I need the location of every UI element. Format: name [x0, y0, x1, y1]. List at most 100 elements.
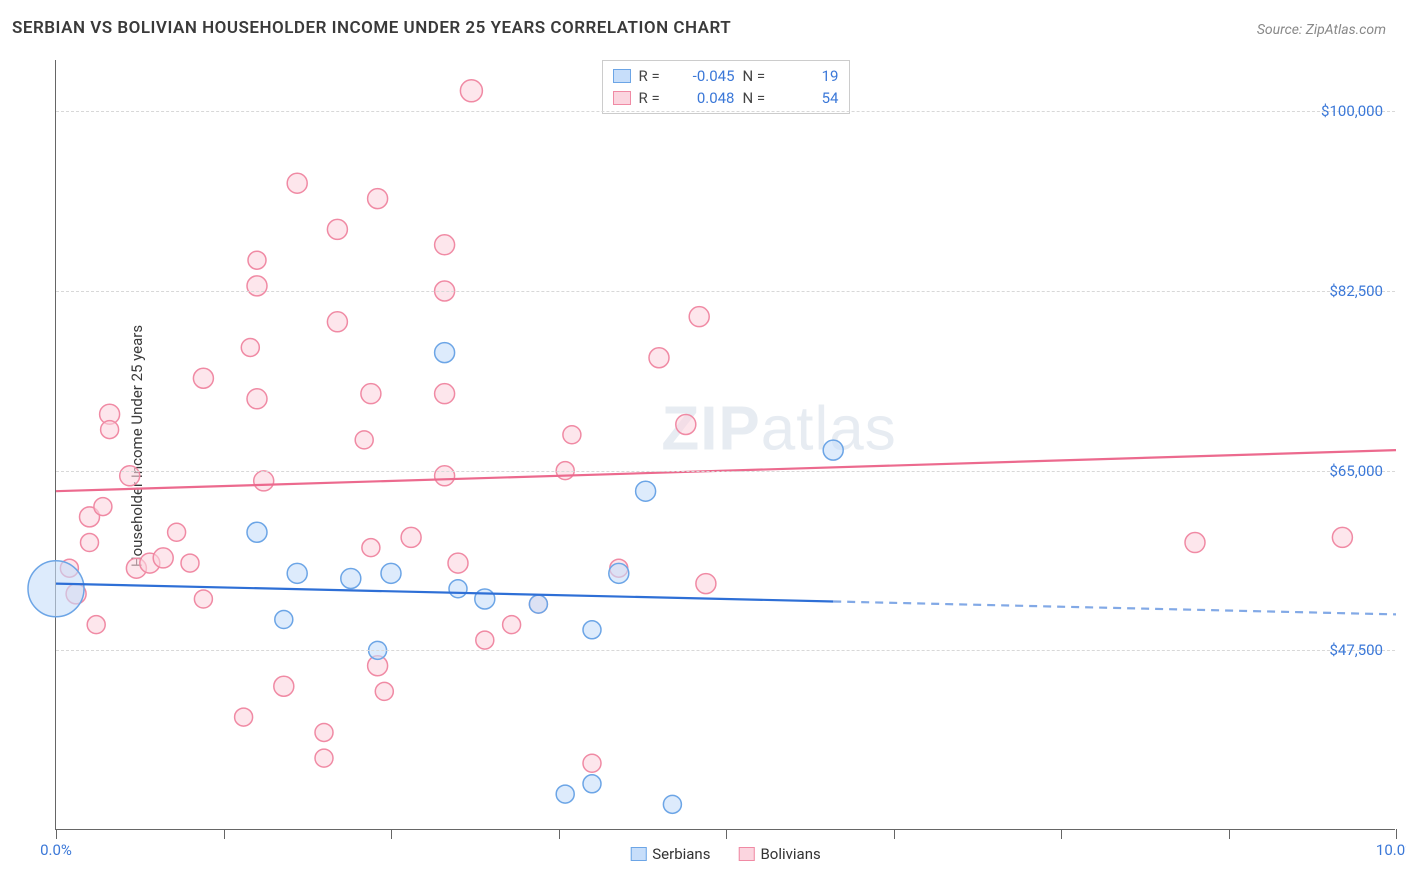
n-value-serbians: 19	[781, 67, 839, 85]
scatter-point-bolivians	[435, 384, 455, 404]
scatter-point-bolivians	[87, 616, 105, 634]
legend-stats-row-bolivians: R = 0.048 N = 54	[613, 87, 839, 109]
scatter-point-bolivians	[168, 523, 186, 541]
swatch-bolivians	[738, 847, 754, 861]
scatter-point-bolivians	[696, 574, 716, 594]
n-value-bolivians: 54	[781, 89, 839, 107]
x-tick	[224, 829, 225, 839]
scatter-point-bolivians	[583, 754, 601, 772]
scatter-point-serbians	[435, 343, 455, 363]
scatter-point-serbians	[556, 785, 574, 803]
x-tick-label: 0.0%	[40, 841, 72, 859]
scatter-point-serbians	[341, 568, 361, 588]
scatter-point-bolivians	[435, 466, 455, 486]
plot-area: ZIPatlas R = -0.045 N = 19 R = 0.048 N =…	[55, 60, 1395, 830]
trend-line-serbians	[56, 584, 833, 602]
scatter-point-bolivians	[361, 384, 381, 404]
r-value-serbians: -0.045	[677, 67, 735, 85]
scatter-point-bolivians	[476, 631, 494, 649]
scatter-point-bolivians	[193, 368, 213, 388]
scatter-point-bolivians	[649, 348, 669, 368]
swatch-serbians	[613, 69, 631, 83]
legend-stats: R = -0.045 N = 19 R = 0.048 N = 54	[602, 60, 850, 114]
scatter-point-bolivians	[401, 527, 421, 547]
scatter-point-bolivians	[94, 498, 112, 516]
trend-line-extrapolated-serbians	[833, 601, 1396, 614]
legend-series: Serbians Bolivians	[630, 845, 821, 863]
x-tick-label: 10.0%	[1376, 841, 1406, 859]
scatter-point-bolivians	[1185, 533, 1205, 553]
scatter-point-serbians	[529, 595, 547, 613]
scatter-point-bolivians	[563, 426, 581, 444]
y-tick-label: $82,500	[1329, 282, 1383, 300]
plot-svg	[56, 60, 1395, 829]
scatter-point-bolivians	[362, 539, 380, 557]
n-label: N =	[743, 89, 773, 107]
x-tick	[726, 829, 727, 839]
scatter-point-serbians	[663, 795, 681, 813]
legend-item-serbians: Serbians	[630, 845, 710, 863]
scatter-point-serbians	[609, 563, 629, 583]
scatter-point-bolivians	[81, 534, 99, 552]
x-tick	[894, 829, 895, 839]
grid-line	[56, 111, 1395, 112]
scatter-point-bolivians	[375, 682, 393, 700]
grid-line	[56, 471, 1395, 472]
scatter-point-bolivians	[248, 251, 266, 269]
scatter-point-bolivians	[287, 173, 307, 193]
grid-line	[56, 291, 1395, 292]
scatter-point-bolivians	[194, 590, 212, 608]
y-tick-label: $100,000	[1321, 102, 1383, 120]
chart-container: SERBIAN VS BOLIVIAN HOUSEHOLDER INCOME U…	[0, 0, 1406, 892]
x-tick	[559, 829, 560, 839]
scatter-point-bolivians	[448, 553, 468, 573]
scatter-point-bolivians	[689, 307, 709, 327]
scatter-point-bolivians	[235, 708, 253, 726]
scatter-point-bolivians	[274, 676, 294, 696]
scatter-point-serbians	[28, 561, 84, 617]
grid-line	[56, 650, 1395, 651]
scatter-point-serbians	[583, 621, 601, 639]
legend-item-bolivians: Bolivians	[738, 845, 820, 863]
swatch-serbians	[630, 847, 646, 861]
legend-stats-row-serbians: R = -0.045 N = 19	[613, 65, 839, 87]
scatter-point-bolivians	[181, 554, 199, 572]
y-tick-label: $65,000	[1329, 462, 1383, 480]
scatter-point-bolivians	[153, 548, 173, 568]
scatter-point-bolivians	[1332, 527, 1352, 547]
scatter-point-bolivians	[241, 338, 259, 356]
scatter-point-serbians	[449, 580, 467, 598]
legend-label-serbians: Serbians	[652, 845, 710, 863]
scatter-point-serbians	[823, 440, 843, 460]
y-tick-label: $47,500	[1329, 641, 1383, 659]
x-tick	[391, 829, 392, 839]
scatter-point-serbians	[247, 522, 267, 542]
scatter-point-serbians	[475, 589, 495, 609]
scatter-point-bolivians	[368, 189, 388, 209]
source-attribution: Source: ZipAtlas.com	[1257, 22, 1386, 38]
x-tick	[1396, 829, 1397, 839]
r-label: R =	[639, 67, 669, 85]
scatter-point-bolivians	[247, 276, 267, 296]
scatter-point-bolivians	[327, 219, 347, 239]
legend-label-bolivians: Bolivians	[760, 845, 820, 863]
chart-title: SERBIAN VS BOLIVIAN HOUSEHOLDER INCOME U…	[12, 18, 731, 38]
x-tick	[1061, 829, 1062, 839]
scatter-point-bolivians	[254, 471, 274, 491]
scatter-point-bolivians	[503, 616, 521, 634]
r-label: R =	[639, 89, 669, 107]
scatter-point-serbians	[275, 611, 293, 629]
scatter-point-serbians	[636, 481, 656, 501]
x-tick	[1229, 829, 1230, 839]
scatter-point-bolivians	[247, 389, 267, 409]
scatter-point-serbians	[287, 563, 307, 583]
scatter-point-bolivians	[120, 466, 140, 486]
r-value-bolivians: 0.048	[677, 89, 735, 107]
x-tick	[56, 829, 57, 839]
swatch-bolivians	[613, 91, 631, 105]
scatter-point-bolivians	[460, 80, 482, 102]
scatter-point-bolivians	[315, 723, 333, 741]
scatter-point-bolivians	[315, 749, 333, 767]
scatter-point-bolivians	[435, 235, 455, 255]
scatter-point-bolivians	[355, 431, 373, 449]
